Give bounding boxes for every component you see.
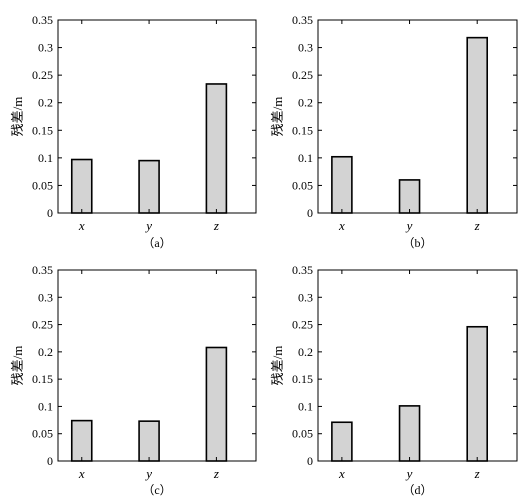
y-tick-label: 0.2: [38, 96, 53, 110]
x-tick-label-y: y: [144, 218, 152, 233]
y-tick-label: 0: [307, 454, 313, 468]
x-tick-label-y: y: [405, 466, 413, 481]
y-tick-label: 0.1: [298, 151, 313, 165]
y-tick-label: 0.25: [32, 318, 53, 332]
bar-z: [205, 83, 228, 214]
y-tick-label: 0.05: [32, 178, 53, 192]
y-tick-label: 0.15: [32, 123, 53, 137]
bar-x: [70, 158, 93, 214]
y-tick-label: 0.35: [292, 13, 313, 27]
y-tick-label: 0.3: [38, 41, 53, 55]
chart-panel-b: 0 0.05 0.1 0.15 0.2 0.25 0.3 0.35 x y z 残差/m （b）: [270, 13, 518, 250]
y-tick-label: 0.15: [292, 372, 313, 386]
y-axis-label: 残差/m: [10, 97, 25, 137]
x-tick-label-z: z: [213, 218, 219, 233]
chart-panel-d: 0 0.05 0.1 0.15 0.2 0.25 0.3 0.35 x y z 残差/m （d）: [270, 263, 518, 497]
panel-caption: （a）: [142, 236, 171, 250]
x-tick-label-x: x: [78, 218, 85, 233]
x-tick-label-y: y: [144, 466, 152, 481]
y-axis-label: 残差/m: [270, 346, 285, 386]
bar-y: [138, 159, 160, 214]
x-tick-label-x: x: [78, 466, 85, 481]
y-axis-label: 残差/m: [270, 97, 285, 137]
bar-x: [331, 155, 353, 214]
y-tick-label: 0.05: [32, 427, 53, 441]
y-tick-label: 0.3: [298, 290, 313, 304]
panel-caption: （d）: [402, 483, 432, 497]
panel-caption: （c）: [142, 483, 171, 497]
y-tick-label: 0.3: [298, 41, 313, 55]
x-tick-label-x: x: [338, 218, 345, 233]
bar-y: [138, 420, 160, 462]
y-tick-label: 0.25: [292, 318, 313, 332]
y-tick-label: 0.2: [298, 96, 313, 110]
chart-panel-a: 0 0.05 0.1 0.15 0.2 0.25 0.3 0.35 x y z 残差/m （a）: [10, 13, 257, 250]
x-tick-label-x: x: [338, 466, 345, 481]
y-tick-label: 0.1: [38, 151, 53, 165]
x-tick-label-z: z: [474, 466, 480, 481]
y-tick-label: 0.05: [292, 427, 313, 441]
bar-z: [466, 36, 489, 214]
bar-y: [398, 179, 421, 214]
y-tick-label: 0.2: [38, 345, 53, 359]
y-tick-label: 0: [307, 206, 313, 220]
y-tick-label: 0: [47, 206, 53, 220]
y-tick-label: 0.05: [292, 178, 313, 192]
y-tick-label: 0.35: [32, 13, 53, 27]
y-tick-label: 0.35: [292, 263, 313, 277]
y-axis-label: 残差/m: [10, 346, 25, 386]
y-tick-label: 0.25: [292, 68, 313, 82]
bar-z: [466, 325, 489, 462]
y-tick-label: 0.1: [38, 399, 53, 413]
y-tick-label: 0.15: [292, 123, 313, 137]
bar-x: [331, 421, 353, 462]
panel-caption: （b）: [402, 236, 432, 250]
bar-y: [398, 405, 421, 462]
bar-z: [205, 346, 228, 462]
y-tick-label: 0.15: [32, 372, 53, 386]
chart-panel-c: 0 0.05 0.1 0.15 0.2 0.25 0.3 0.35 x y z 残差/m （c）: [10, 263, 257, 497]
y-tick-label: 0: [47, 454, 53, 468]
y-tick-label: 0.2: [298, 345, 313, 359]
y-tick-label: 0.25: [32, 68, 53, 82]
x-tick-label-z: z: [213, 466, 219, 481]
y-tick-label: 0.35: [32, 263, 53, 277]
x-tick-label-y: y: [405, 218, 413, 233]
y-tick-label: 0.3: [38, 290, 53, 304]
y-tick-label: 0.1: [298, 399, 313, 413]
bar-x: [70, 419, 93, 462]
x-tick-label-z: z: [474, 218, 480, 233]
